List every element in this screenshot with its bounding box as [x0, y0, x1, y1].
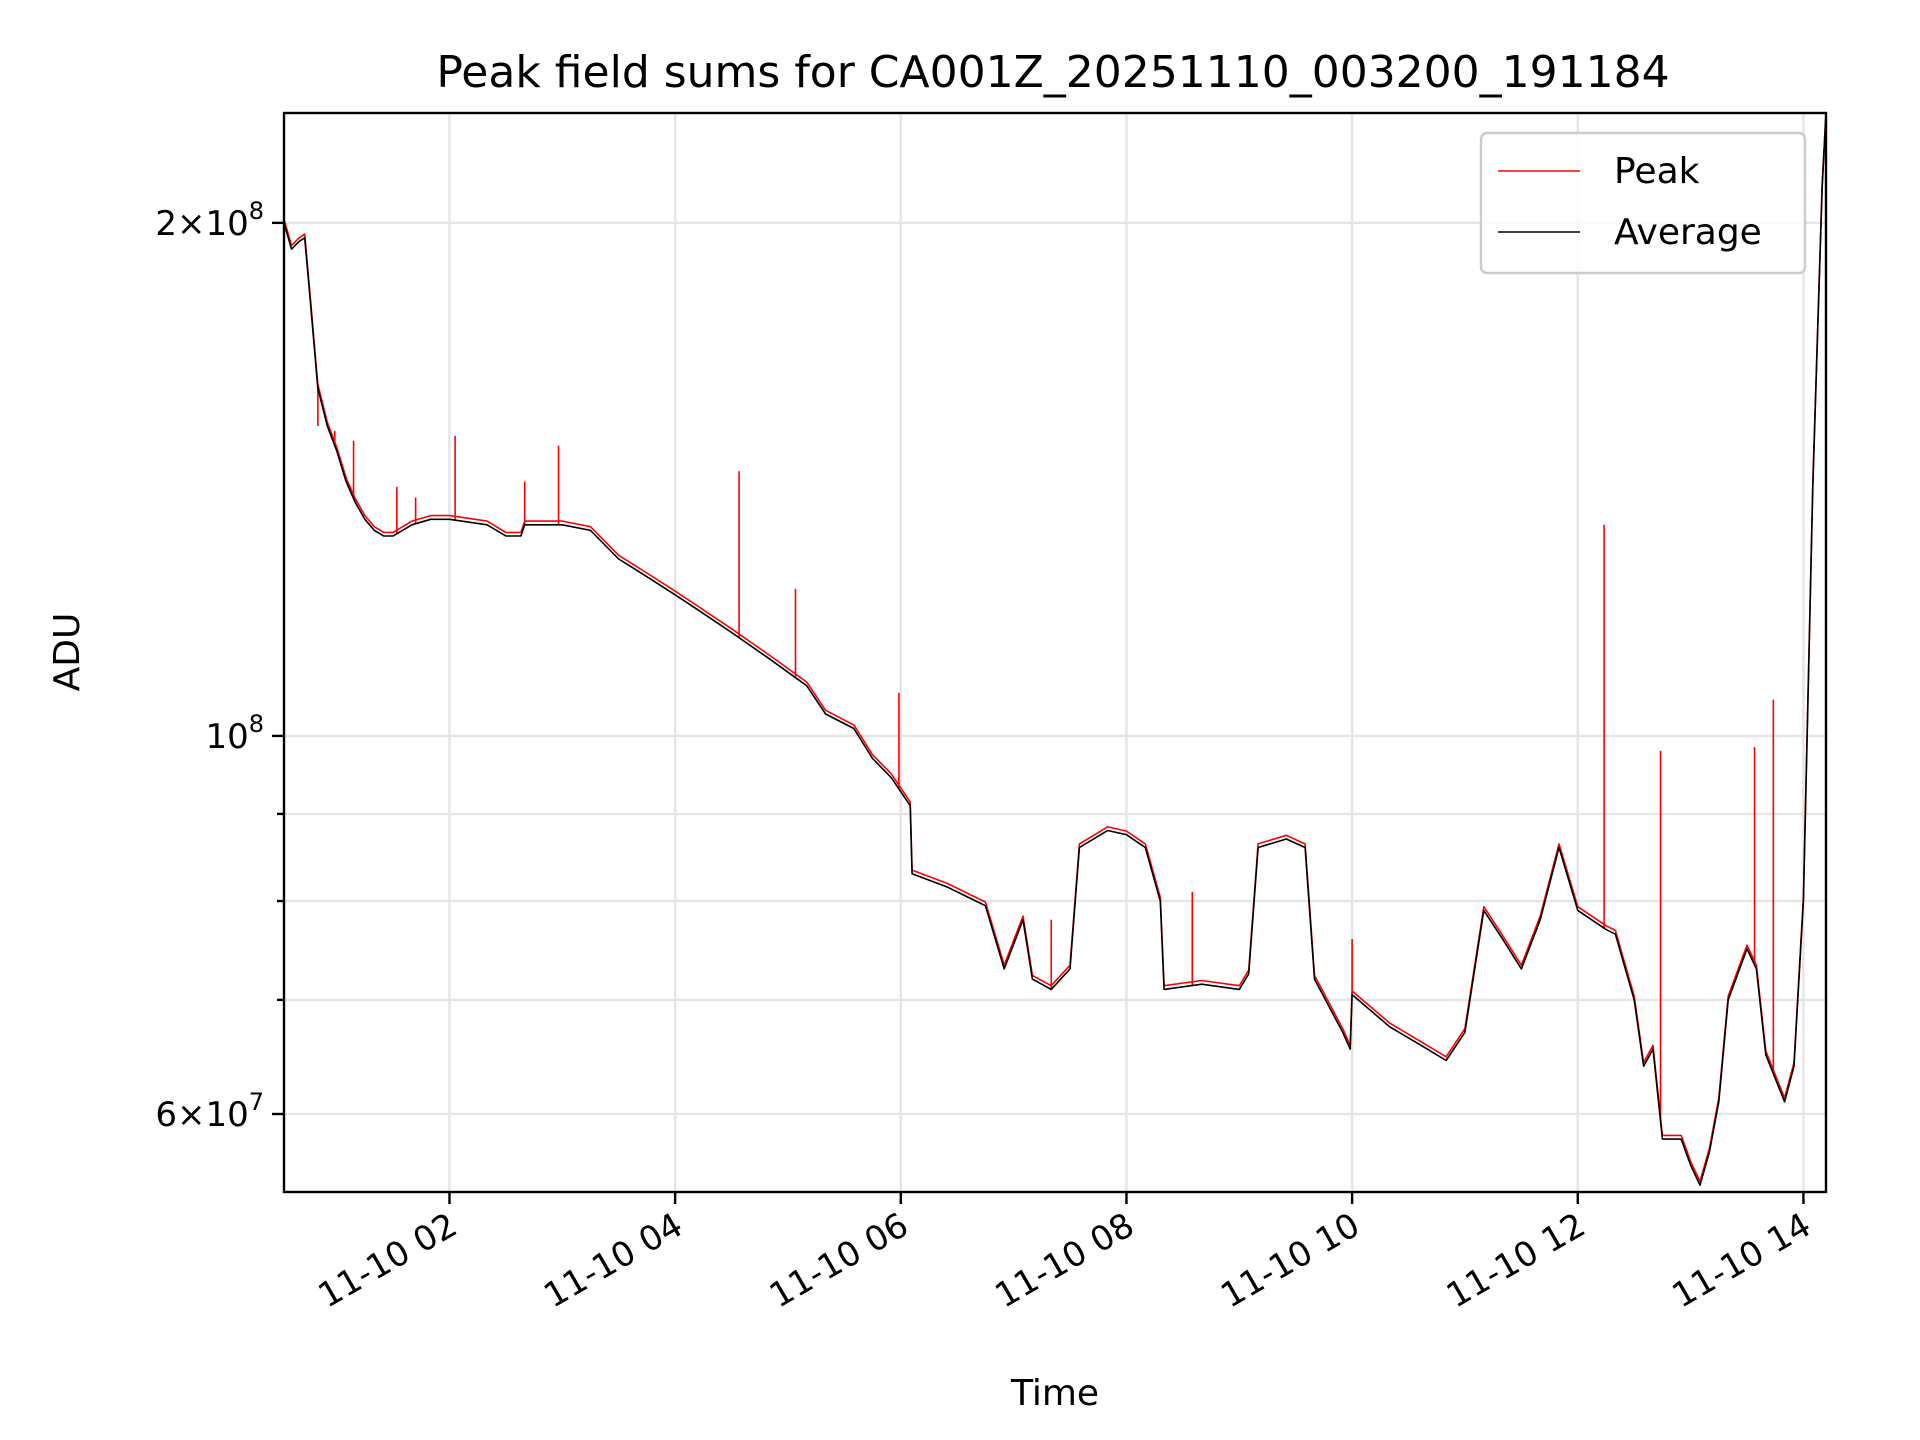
x-axis: 11-10 02 11-10 04 11-10 06 11-10 08 11-10 10… — [312, 1192, 1818, 1316]
x-tick-label: 11-10 08 — [989, 1205, 1141, 1316]
y-tick-label: 6×107 — [155, 1088, 264, 1135]
legend-peak-label: Peak — [1614, 151, 1700, 192]
grid — [284, 113, 1826, 1192]
x-axis-label: Time — [1010, 1373, 1099, 1414]
x-tick-label: 11-10 12 — [1440, 1205, 1592, 1316]
plot-frame — [282, 111, 1828, 1194]
x-tick-label: 11-10 04 — [537, 1205, 689, 1316]
legend-average-label: Average — [1614, 212, 1762, 253]
x-tick-label: 11-10 14 — [1666, 1205, 1818, 1316]
x-tick-label: 11-10 06 — [763, 1205, 915, 1316]
chart-title: Peak field sums for CA001Z_20251110_0032… — [436, 47, 1669, 98]
y-tick-label: 2×108 — [155, 197, 264, 244]
legend: Peak Average — [1479, 131, 1807, 275]
x-tick-label: 11-10 10 — [1214, 1205, 1366, 1316]
y-axis: 6×107 108 2×108 — [155, 197, 284, 1135]
y-tick-label: 108 — [205, 710, 264, 757]
x-tick-label: 11-10 02 — [312, 1205, 464, 1316]
plot-area — [283, 112, 1827, 1186]
y-axis-label: ADU — [47, 613, 88, 692]
series-average-line — [283, 112, 1827, 1186]
legend-box — [1479, 131, 1807, 275]
